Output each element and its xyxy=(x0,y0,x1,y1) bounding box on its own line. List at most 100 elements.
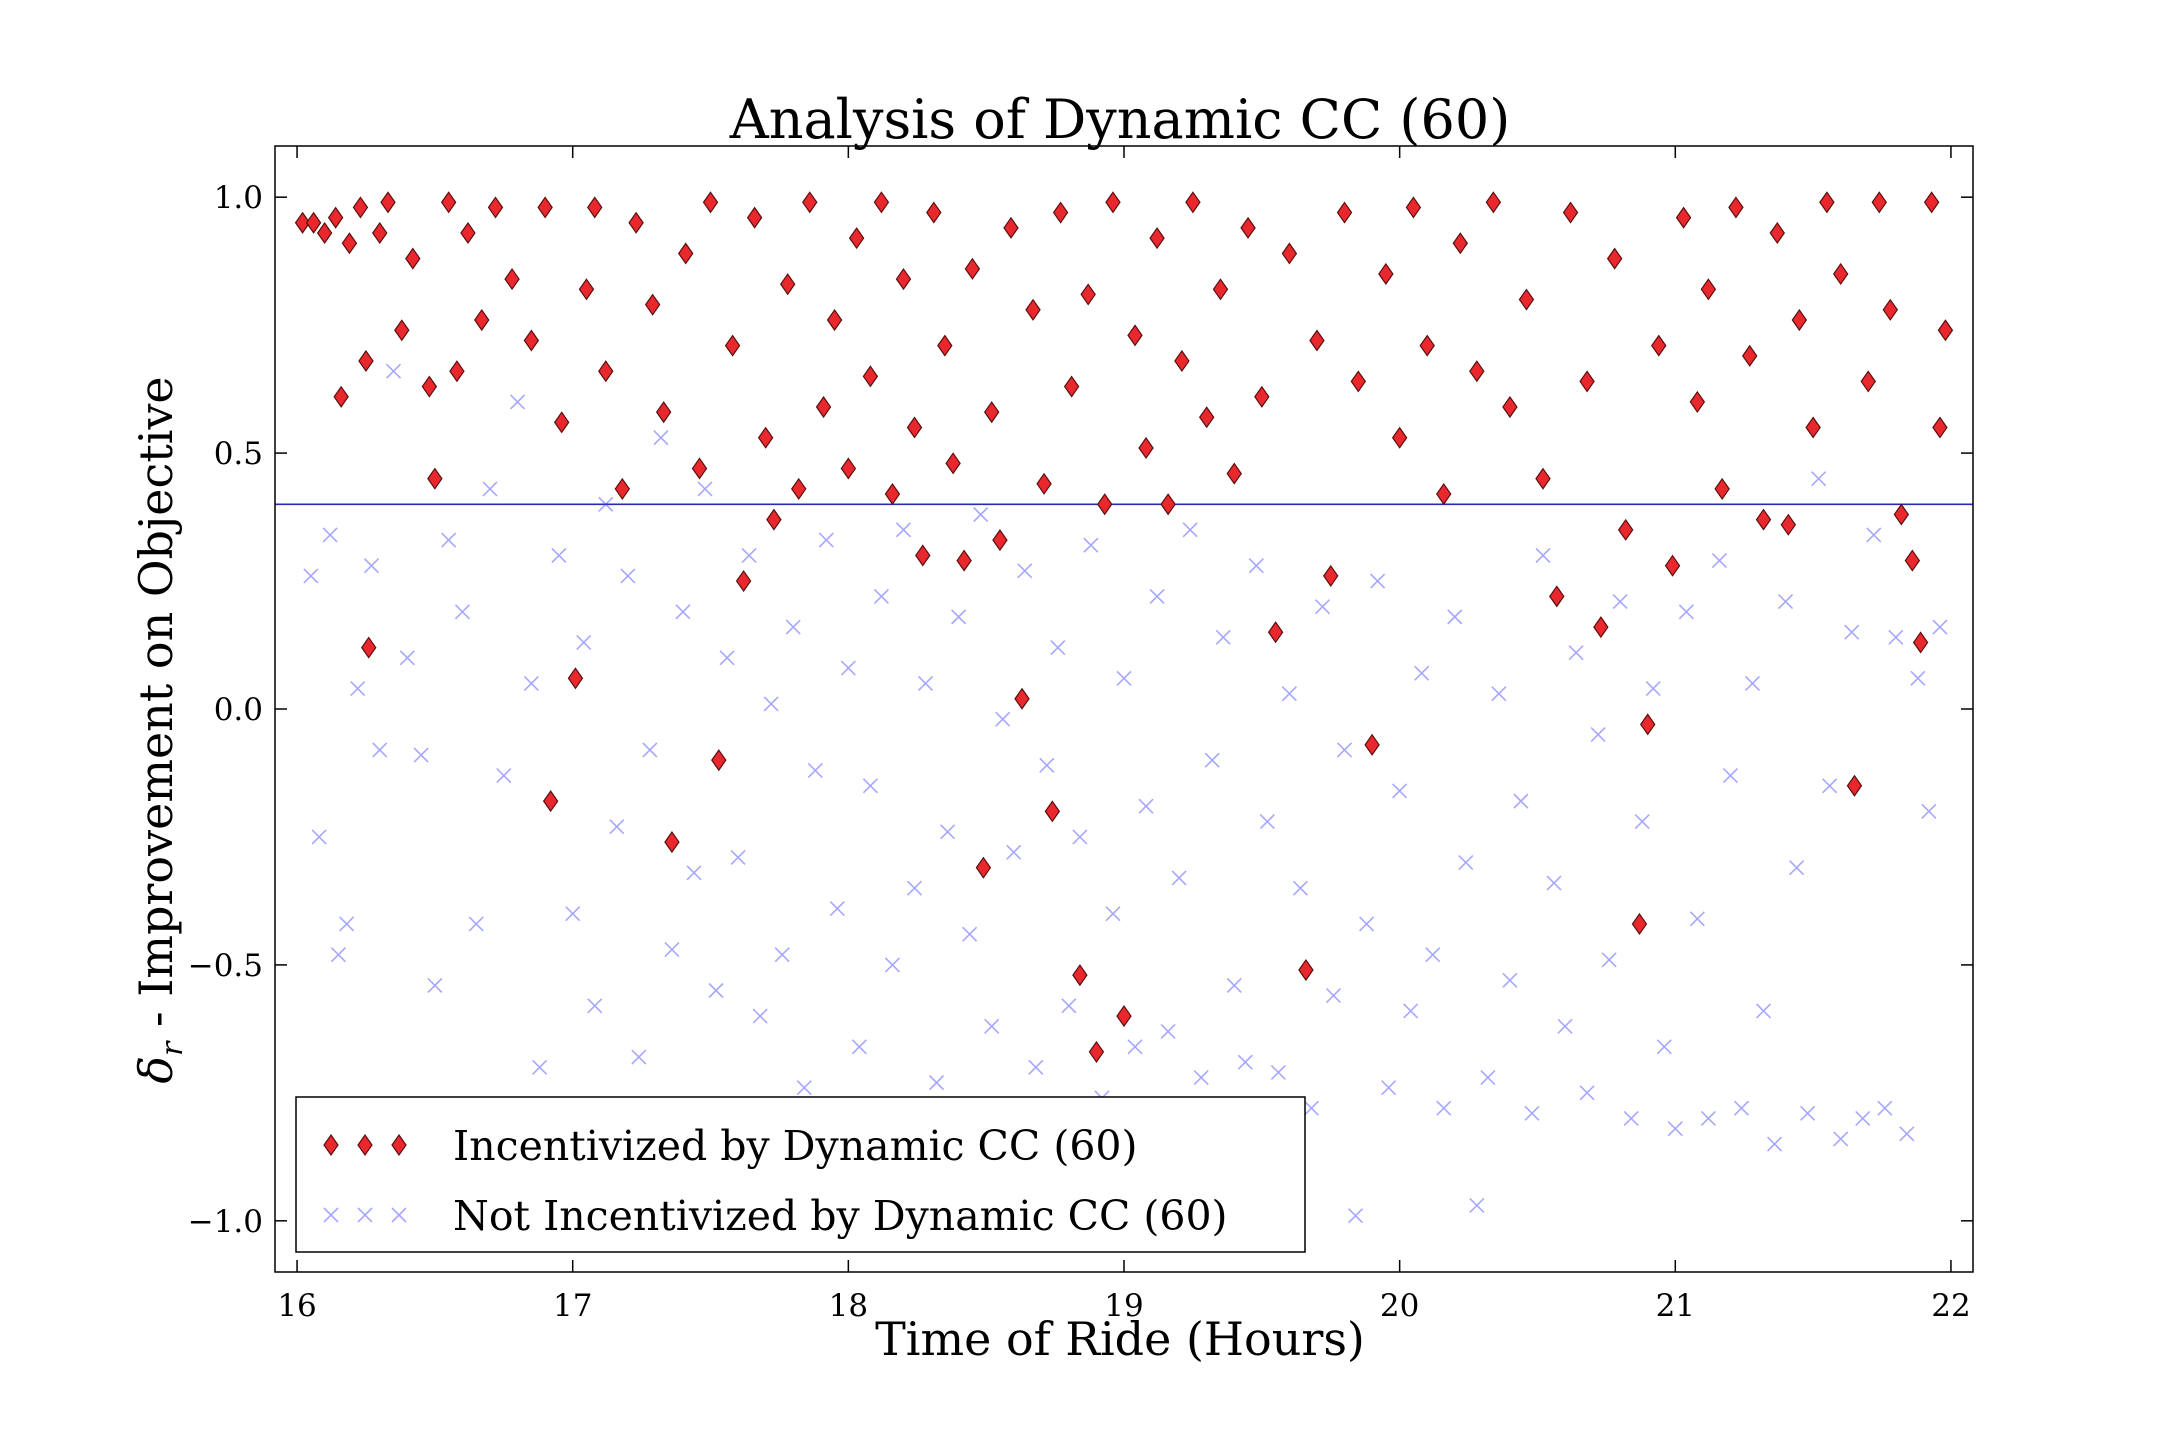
incentivized-point xyxy=(352,196,369,219)
not-incentivized-point xyxy=(1755,1003,1772,1019)
incentivized-point xyxy=(1769,221,1786,245)
incentivized-point xyxy=(1728,196,1744,219)
not-incentivized-point xyxy=(829,901,845,917)
not-incentivized-point xyxy=(1425,947,1441,963)
not-incentivized-point xyxy=(1072,829,1088,845)
incentivized-point xyxy=(380,191,396,214)
not-incentivized-point xyxy=(697,481,713,497)
y-tick-label: 1.0 xyxy=(214,180,263,216)
not-incentivized-point xyxy=(385,363,402,379)
not-incentivized-point xyxy=(818,532,834,548)
not-incentivized-point xyxy=(1535,547,1551,564)
not-incentivized-point xyxy=(1888,629,1904,645)
not-incentivized-point xyxy=(1722,767,1738,784)
not-incentivized-point xyxy=(1744,675,1761,691)
not-incentivized-point xyxy=(1811,471,1827,487)
incentivized-point xyxy=(1096,493,1113,516)
not-incentivized-point xyxy=(951,609,967,625)
incentivized-point xyxy=(1036,472,1052,495)
incentivized-point xyxy=(975,856,992,879)
not-incentivized-point xyxy=(1270,1064,1286,1080)
not-incentivized-point xyxy=(1700,1110,1716,1127)
incentivized-point xyxy=(427,467,443,490)
x-tick-label: 19 xyxy=(1104,1288,1143,1324)
not-incentivized-point xyxy=(1733,1100,1750,1116)
incentivized-point xyxy=(1198,406,1215,429)
legend: Incentivized by Dynamic CC (60) Not Ince… xyxy=(295,1096,1306,1253)
not-incentivized-point xyxy=(1182,522,1198,538)
incentivized-point xyxy=(358,349,374,373)
not-incentivized-point xyxy=(1083,537,1099,553)
incentivized-point xyxy=(598,360,614,383)
not-incentivized-point xyxy=(1612,593,1628,610)
incentivized-point xyxy=(1700,278,1717,301)
not-incentivized-point xyxy=(1601,952,1617,968)
incentivized-point xyxy=(1535,467,1551,490)
incentivized-point xyxy=(655,401,672,424)
incentivized-point xyxy=(1741,344,1758,367)
not-incentivized-point xyxy=(576,634,592,651)
not-incentivized-point xyxy=(785,619,801,635)
y-axis-label-symbol: δ xyxy=(129,1056,183,1084)
incentivized-point xyxy=(735,569,752,593)
incentivized-point xyxy=(1025,298,1041,321)
incentivized-point xyxy=(1003,216,1019,239)
incentivized-point xyxy=(1791,308,1808,332)
incentivized-point xyxy=(992,529,1008,552)
incentivized-point xyxy=(1549,585,1565,608)
not-incentivized-point xyxy=(1634,814,1650,830)
incentivized-point xyxy=(1846,774,1863,797)
not-incentivized-point xyxy=(1248,558,1264,574)
x-tick-label: 22 xyxy=(1931,1288,1970,1324)
incentivized-point xyxy=(906,416,923,439)
not-incentivized-point xyxy=(1855,1110,1871,1127)
not-incentivized-point xyxy=(873,588,889,604)
y-tick-label: −1.0 xyxy=(188,1204,263,1240)
not-incentivized-point xyxy=(1711,553,1727,569)
incentivized-point xyxy=(862,365,879,388)
legend-label-incentivized: Incentivized by Dynamic CC (60) xyxy=(453,1122,1138,1170)
legend-diamond xyxy=(357,1133,373,1157)
not-incentivized-point xyxy=(565,906,581,922)
incentivized-point xyxy=(1562,201,1579,224)
incentivized-point xyxy=(341,232,358,255)
incentivized-point xyxy=(567,667,584,690)
incentivized-point xyxy=(628,211,644,234)
incentivized-point xyxy=(1080,283,1096,306)
not-incentivized-point xyxy=(862,778,878,794)
not-incentivized-point xyxy=(1414,665,1430,681)
incentivized-point xyxy=(691,457,708,480)
not-incentivized-point xyxy=(1347,1208,1364,1224)
not-incentivized-point xyxy=(413,747,429,763)
not-incentivized-point xyxy=(1667,1121,1683,1137)
not-incentivized-point xyxy=(1502,972,1518,988)
not-incentivized-point xyxy=(1050,640,1066,656)
incentivized-point xyxy=(1127,324,1143,347)
y-tick-label: 0.0 xyxy=(214,692,263,728)
incentivized-point xyxy=(1469,360,1485,383)
incentivized-point xyxy=(826,308,843,332)
legend-marker-incentivized xyxy=(323,1133,407,1157)
incentivized-point xyxy=(884,482,901,506)
not-incentivized-point xyxy=(322,527,338,543)
not-incentivized-point xyxy=(1403,1003,1419,1019)
not-incentivized-point xyxy=(962,926,978,942)
incentivized-point xyxy=(553,411,570,434)
incentivized-point xyxy=(766,508,782,531)
incentivized-point xyxy=(746,206,763,229)
not-incentivized-point xyxy=(1303,1100,1320,1116)
not-incentivized-point xyxy=(1557,1018,1573,1034)
not-incentivized-point xyxy=(1138,798,1154,814)
incentivized-point xyxy=(1138,436,1154,460)
not-incentivized-point xyxy=(1590,727,1606,743)
not-incentivized-point xyxy=(1568,645,1584,661)
x-tick-label: 17 xyxy=(553,1288,592,1324)
not-incentivized-point xyxy=(763,696,779,712)
incentivized-point xyxy=(873,191,890,214)
plot-area xyxy=(274,145,1974,1273)
incentivized-point xyxy=(1912,631,1929,654)
not-incentivized-point xyxy=(350,680,366,697)
incentivized-point xyxy=(614,477,631,500)
not-incentivized-point xyxy=(311,829,327,845)
